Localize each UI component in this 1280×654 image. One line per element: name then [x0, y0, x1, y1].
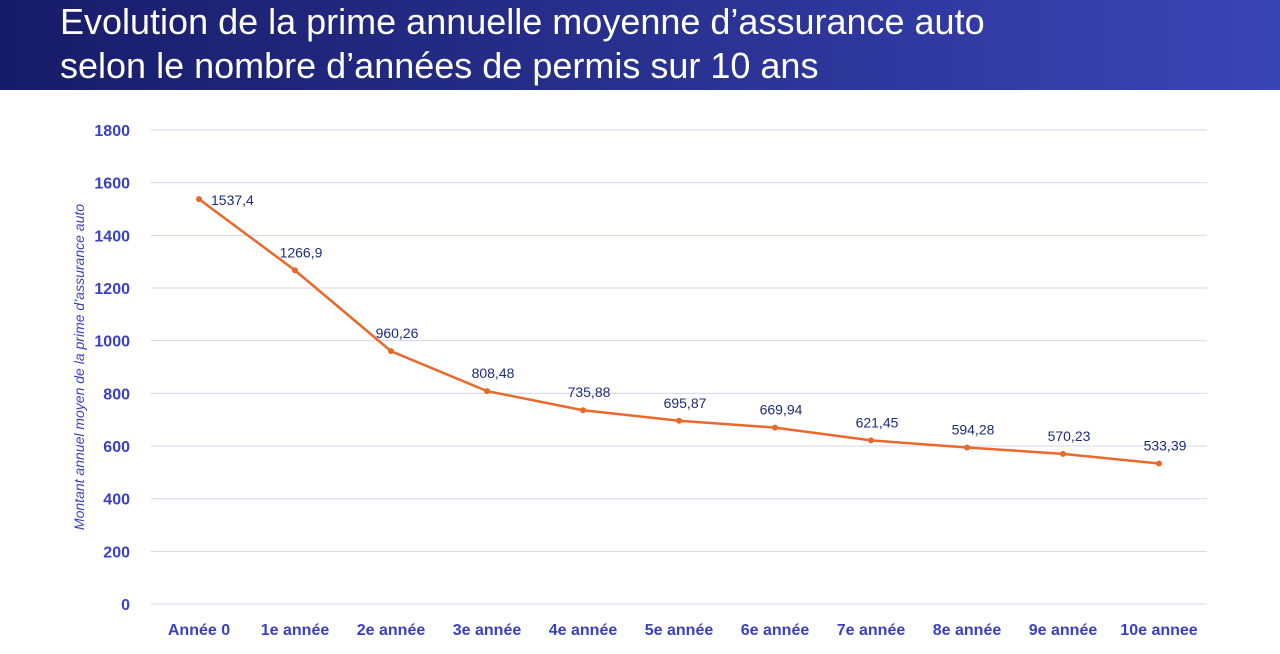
data-line	[198, 198, 1160, 465]
data-point	[676, 417, 682, 424]
data-label: 594,28	[952, 422, 995, 438]
y-tick-label: 1800	[94, 123, 130, 140]
data-label: 960,26	[376, 325, 419, 341]
y-tick-label: 1400	[94, 228, 130, 245]
data-label: 669,94	[760, 402, 803, 418]
data-point	[388, 348, 394, 355]
y-tick-label: 0	[121, 597, 130, 614]
x-tick-label: 9e année	[1029, 622, 1098, 639]
data-point	[196, 196, 202, 203]
data-label: 695,87	[664, 395, 707, 411]
y-tick-label: 1600	[94, 176, 130, 193]
x-tick-label: 3e année	[453, 622, 522, 639]
y-tick-label: 200	[103, 544, 130, 561]
x-tick-label: 1e année	[261, 622, 330, 639]
data-label: 1537,4	[211, 192, 254, 208]
data-point	[580, 407, 586, 414]
y-tick-label: 800	[103, 386, 130, 403]
chart-title: Evolution de la prime annuelle moyenne d…	[60, 1, 985, 42]
x-tick-label: 5e année	[645, 622, 714, 639]
data-label: 533,39	[1144, 438, 1187, 454]
header-band	[0, 0, 1280, 90]
data-point	[868, 437, 874, 444]
data-point	[772, 424, 778, 431]
x-tick-label: 10e annee	[1120, 622, 1197, 639]
x-tick-label: 4e année	[549, 622, 618, 639]
data-point	[292, 267, 298, 274]
data-point	[1156, 460, 1162, 467]
data-label: 1266,9	[280, 244, 323, 260]
x-tick-label: 2e année	[357, 622, 426, 639]
y-axis-label: Montant annuel moyen de la prime d’assur…	[71, 204, 87, 530]
x-tick-label: Année 0	[168, 622, 230, 639]
y-tick-label: 1200	[94, 281, 130, 298]
x-tick-label: 8e année	[933, 622, 1002, 639]
data-label: 570,23	[1048, 428, 1091, 444]
x-tick-label: 6e année	[741, 622, 810, 639]
data-point	[484, 388, 490, 395]
y-tick-label: 400	[103, 492, 130, 509]
y-tick-label: 600	[103, 439, 130, 456]
data-label: 621,45	[856, 414, 899, 430]
chart-title: selon le nombre d’années de permis sur 1…	[60, 45, 818, 86]
x-tick-label: 7e année	[837, 622, 906, 639]
data-label: 808,48	[472, 365, 515, 381]
data-point	[1060, 450, 1066, 457]
y-tick-label: 1000	[94, 334, 130, 351]
data-point	[964, 444, 970, 451]
data-label: 735,88	[568, 384, 611, 400]
